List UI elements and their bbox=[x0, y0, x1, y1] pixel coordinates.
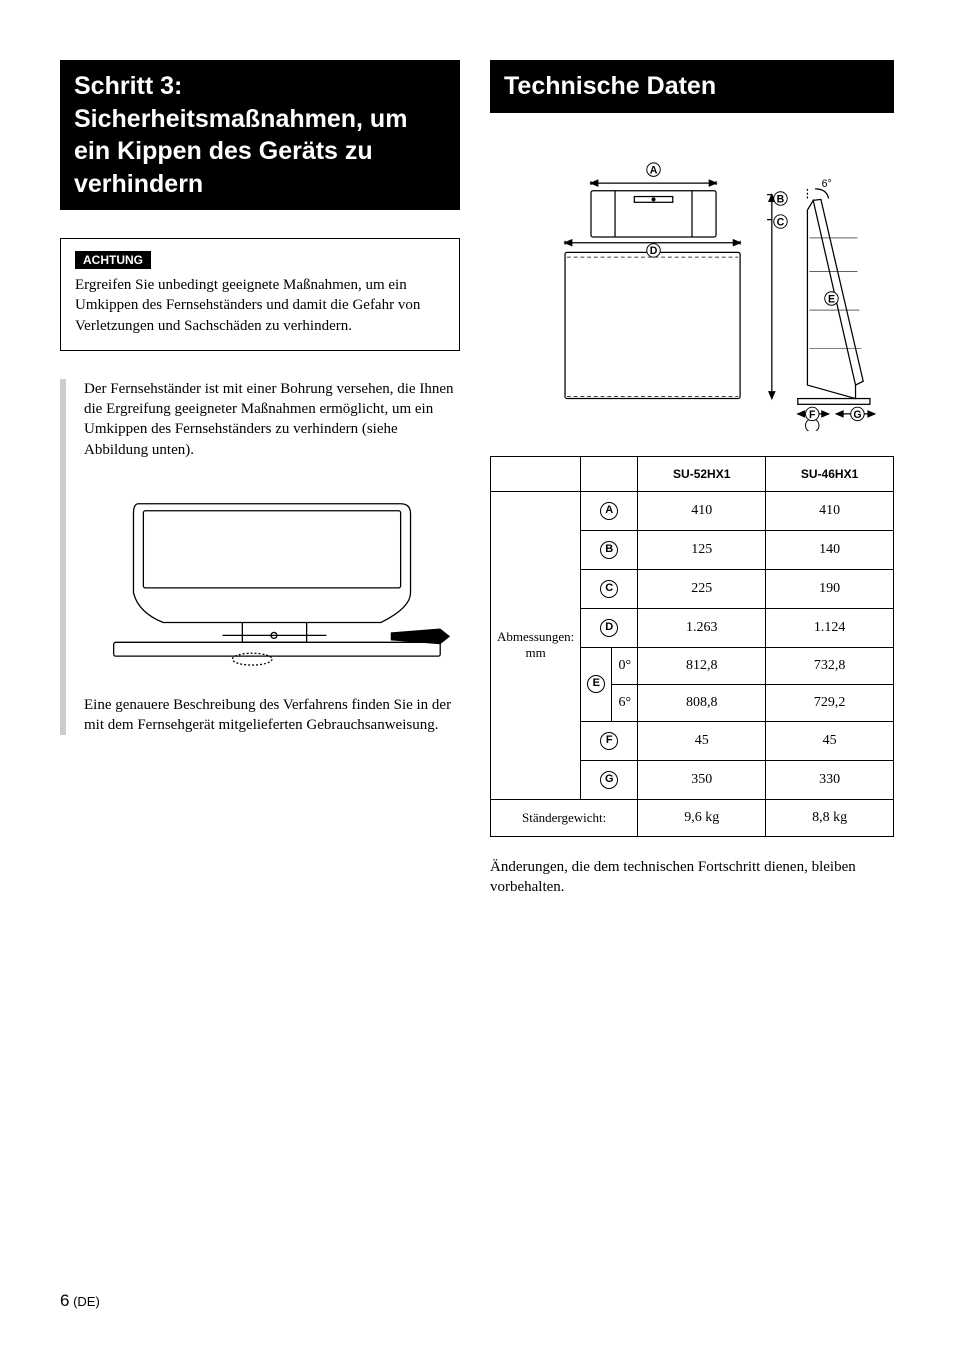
marker-d-icon: D bbox=[647, 243, 660, 257]
svg-text:B: B bbox=[777, 193, 785, 205]
val-weight-m2: 8,8 kg bbox=[766, 799, 894, 836]
table-dim-label: Abmessungen: mm bbox=[491, 491, 581, 799]
dimension-diagram: A B C D E F F G 6° bbox=[490, 141, 894, 431]
spec-table: SU-52HX1 SU-46HX1 Abmessungen: mm A 410 … bbox=[490, 456, 894, 837]
val-a-m2: 410 bbox=[766, 491, 894, 530]
marker-cell-f: F bbox=[581, 721, 638, 760]
val-c-m2: 190 bbox=[766, 569, 894, 608]
table-header-model1: SU-52HX1 bbox=[638, 456, 766, 491]
marker-a-icon: A bbox=[647, 162, 660, 176]
svg-text:F: F bbox=[809, 408, 816, 420]
achtung-label: ACHTUNG bbox=[75, 251, 151, 269]
body-para1: Der Fernsehständer ist mit einer Bohrung… bbox=[84, 379, 460, 460]
svg-text:D: D bbox=[650, 245, 658, 257]
page-lang: (DE) bbox=[73, 1294, 100, 1309]
page-content: Schritt 3: Sicherheitsmaßnahmen, um ein … bbox=[0, 0, 954, 937]
footnote-text: Änderungen, die dem technischen Fortschr… bbox=[490, 857, 894, 898]
page-footer: 6 (DE) bbox=[60, 1291, 100, 1311]
marker-cell-c: C bbox=[581, 569, 638, 608]
val-f-m1: 45 bbox=[638, 721, 766, 760]
achtung-text: Ergreifen Sie unbedingt geeignete Maßnah… bbox=[75, 275, 445, 336]
val-c-m1: 225 bbox=[638, 569, 766, 608]
sub-e6: 6° bbox=[612, 684, 638, 721]
val-e6-m2: 729,2 bbox=[766, 684, 894, 721]
marker-cell-e: E bbox=[581, 647, 612, 721]
marker-e-icon: E bbox=[825, 291, 838, 305]
svg-text:G: G bbox=[853, 408, 861, 420]
right-column: Technische Daten bbox=[490, 60, 894, 897]
val-b-m1: 125 bbox=[638, 530, 766, 569]
val-e0-m1: 812,8 bbox=[638, 647, 766, 684]
body-para2: Eine genauere Beschreibung des Verfahren… bbox=[84, 695, 460, 736]
svg-text:C: C bbox=[777, 216, 785, 228]
val-g-m1: 350 bbox=[638, 760, 766, 799]
heading-step3: Schritt 3: Sicherheitsmaßnahmen, um ein … bbox=[60, 60, 460, 210]
heading-tech: Technische Daten bbox=[490, 60, 894, 113]
val-weight-m1: 9,6 kg bbox=[638, 799, 766, 836]
tilt-angle-label: 6° bbox=[822, 177, 832, 189]
marker-g-icon: G bbox=[851, 407, 864, 421]
val-b-m2: 140 bbox=[766, 530, 894, 569]
marker-cell-d: D bbox=[581, 608, 638, 647]
svg-text:E: E bbox=[828, 293, 835, 305]
marker-cell-b: B bbox=[581, 530, 638, 569]
val-g-m2: 330 bbox=[766, 760, 894, 799]
val-f-m2: 45 bbox=[766, 721, 894, 760]
heading-step3-text: Schritt 3: Sicherheitsmaßnahmen, um ein … bbox=[74, 72, 407, 198]
page-number: 6 bbox=[60, 1291, 69, 1310]
left-column: Schritt 3: Sicherheitsmaßnahmen, um ein … bbox=[60, 60, 460, 897]
table-header-blank1 bbox=[491, 456, 581, 491]
marker-cell-g: G bbox=[581, 760, 638, 799]
val-d-m2: 1.124 bbox=[766, 608, 894, 647]
svg-text:A: A bbox=[650, 164, 658, 176]
val-e0-m2: 732,8 bbox=[766, 647, 894, 684]
heading-tech-text: Technische Daten bbox=[504, 72, 716, 100]
val-a-m1: 410 bbox=[638, 491, 766, 530]
val-d-m1: 1.263 bbox=[638, 608, 766, 647]
tv-stand-illustration bbox=[84, 478, 460, 678]
achtung-box: ACHTUNG Ergreifen Sie unbedingt geeignet… bbox=[60, 238, 460, 351]
sub-e0: 0° bbox=[612, 647, 638, 684]
marker-cell-a: A bbox=[581, 491, 638, 530]
val-e6-m1: 808,8 bbox=[638, 684, 766, 721]
table-weight-label: Ständergewicht: bbox=[491, 799, 638, 836]
marker-b-icon: B bbox=[774, 191, 787, 205]
table-header-blank2 bbox=[581, 456, 638, 491]
body-block: Der Fernsehständer ist mit einer Bohrung… bbox=[60, 379, 460, 736]
table-header-model2: SU-46HX1 bbox=[766, 456, 894, 491]
marker-c-icon: C bbox=[774, 214, 787, 228]
